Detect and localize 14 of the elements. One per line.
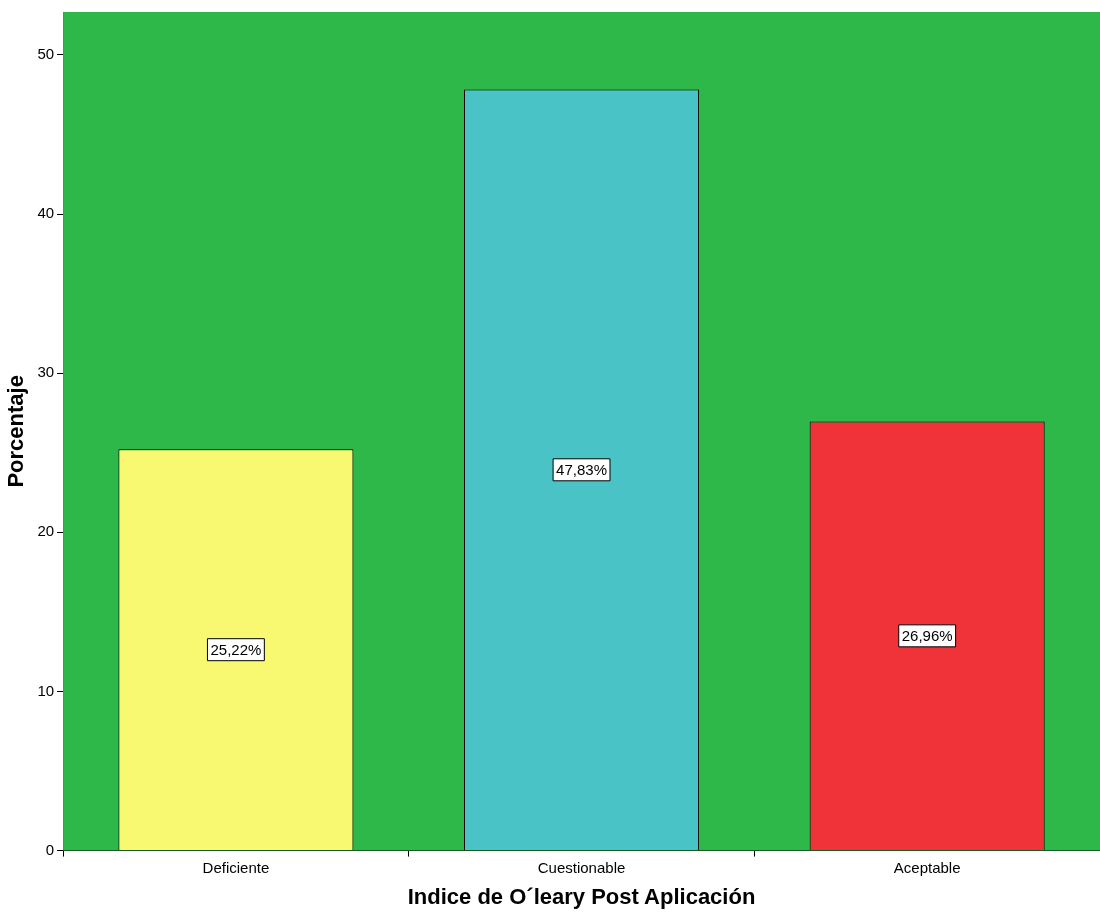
x-tick-label: Deficiente — [202, 858, 270, 876]
y-tick-label: 40 — [37, 204, 55, 222]
y-tick-label: 50 — [37, 45, 55, 63]
y-tick-label: 0 — [45, 840, 55, 858]
data-label: 25,22% — [210, 640, 262, 658]
data-label: 26,96% — [901, 626, 953, 644]
x-tick-label: Cuestionable — [537, 858, 626, 876]
y-tick-label: 30 — [37, 363, 55, 381]
x-tick-label: Aceptable — [893, 858, 961, 876]
y-tick-label: 20 — [37, 522, 55, 540]
x-axis-title: Indice de O´leary Post Aplicación — [407, 883, 756, 909]
y-tick-label: 10 — [37, 681, 55, 699]
y-axis-title: Porcentaje — [3, 375, 29, 488]
data-label: 47,83% — [556, 460, 607, 478]
